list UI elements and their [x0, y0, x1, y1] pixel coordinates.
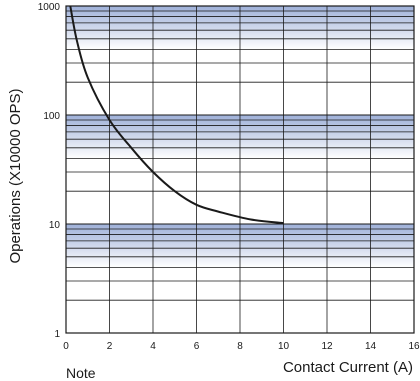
plot-frame: [65, 5, 415, 334]
y-tick-label: 1: [54, 329, 60, 340]
x-tick-label: 2: [107, 341, 113, 352]
x-tick-label: 4: [150, 341, 156, 352]
x-tick-label: 6: [194, 341, 200, 352]
x-tick-label: 10: [278, 341, 290, 352]
x-tick-label: 16: [408, 341, 420, 352]
x-axis-label: Contact Current (A): [283, 359, 413, 376]
y-tick-labels: 1 10 100 1000: [38, 2, 61, 340]
x-tick-label: 0: [63, 341, 69, 352]
y-tick-label: 100: [43, 111, 60, 122]
y-axis-label: Operations (X10000 OPS): [7, 88, 24, 263]
x-tick-labels: 0 2 4 6 8 10 12 14 16: [63, 341, 420, 352]
note-label: Note: [66, 365, 96, 381]
life-curve: [69, 5, 284, 225]
x-tick-label: 14: [365, 341, 377, 352]
y-tick-label: 10: [49, 220, 61, 231]
vertical-gridlines: [109, 6, 371, 333]
x-tick-label: 12: [321, 341, 333, 352]
x-tick-label: 8: [237, 341, 243, 352]
y-tick-label: 1000: [38, 2, 61, 13]
